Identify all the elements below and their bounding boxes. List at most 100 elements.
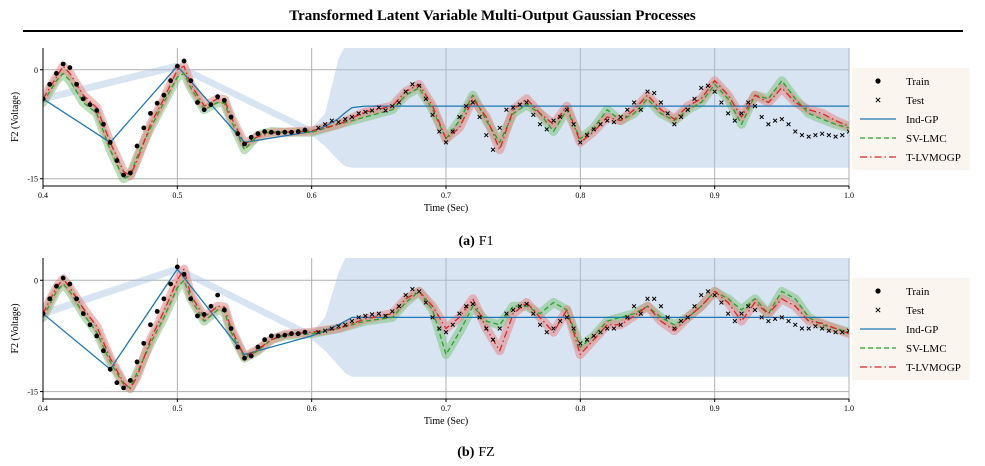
test-point	[732, 118, 738, 123]
test-point	[430, 112, 435, 118]
legend: Train Test Ind-GP SV-LMC T-LVMOGP	[852, 68, 970, 170]
test-point	[504, 311, 509, 316]
train-point	[215, 94, 221, 100]
test-point	[336, 324, 341, 329]
test-point	[322, 328, 328, 333]
train-point	[47, 296, 53, 302]
test-point	[806, 134, 811, 139]
test-point	[719, 100, 724, 105]
caption-text: F1	[479, 234, 494, 249]
test-point	[725, 111, 731, 116]
test-point	[685, 107, 691, 112]
test-point	[564, 107, 570, 112]
sv-lmc-mean-line	[43, 72, 849, 180]
train-point	[107, 140, 113, 145]
test-point	[658, 100, 664, 105]
train-point	[121, 385, 126, 391]
train-point	[148, 322, 153, 328]
train-point	[289, 129, 294, 135]
test-point	[416, 289, 422, 294]
test-point	[450, 129, 455, 134]
test-point	[423, 96, 429, 102]
caption-label: (a)	[458, 234, 475, 249]
test-point	[504, 107, 509, 112]
test-point	[349, 318, 355, 324]
test-point	[403, 89, 408, 94]
test-point	[369, 108, 375, 113]
train-point	[87, 102, 93, 108]
test-point	[376, 311, 382, 316]
test-point	[390, 103, 395, 109]
x-axis-label: Time (Sec)	[424, 416, 468, 427]
train-point	[168, 78, 174, 84]
test-point	[813, 132, 818, 138]
x-tick-label: 0.7	[441, 191, 451, 200]
test-point	[638, 311, 644, 316]
test-point	[745, 100, 751, 105]
legend: Train Test Ind-GP SV-LMC T-LVMOGP	[852, 278, 970, 380]
test-point	[531, 311, 536, 316]
test-point	[712, 292, 717, 298]
train-point	[127, 170, 133, 176]
title-rule	[23, 30, 963, 32]
chart-panel-fz: 0.4 0.5 0.6 0.7 0.8 0.9 1.0 -15 0 Time (Sec) F2 (V…	[10, 258, 970, 460]
test-point	[390, 309, 395, 314]
test-point	[752, 103, 758, 109]
test-point	[665, 315, 670, 320]
y-axis-label: F2 (Voltage)	[10, 92, 21, 142]
ind-gp-mean-line	[43, 268, 849, 370]
chart-panel-f1: 0.4 0.5 0.6 0.7 0.8 0.9 1.0 -15 0 Time (Sec) F2 (V…	[10, 48, 970, 249]
test-point	[537, 322, 543, 328]
x-tick-label: 0.9	[710, 404, 720, 413]
test-point	[396, 100, 402, 105]
test-point	[813, 324, 818, 329]
test-point	[349, 114, 355, 120]
test-point	[322, 122, 328, 127]
test-point	[752, 307, 758, 313]
train-point	[141, 125, 147, 131]
train-point	[262, 129, 268, 134]
test-point	[544, 329, 550, 335]
test-point	[625, 315, 630, 320]
test-point	[705, 83, 711, 89]
test-point	[611, 119, 617, 125]
test-point	[651, 296, 657, 302]
legend-label: Test	[906, 305, 924, 317]
legend-label: Train	[906, 76, 930, 88]
train-point	[107, 366, 113, 372]
test-point	[826, 328, 832, 333]
train-point	[242, 355, 247, 361]
test-point	[799, 132, 805, 138]
x-tick-label: 1.0	[844, 404, 854, 413]
test-point	[799, 326, 805, 331]
x-tick-label: 0.4	[38, 404, 48, 413]
train-point	[154, 100, 160, 106]
test-point	[356, 315, 361, 320]
x-tick-label: 0.8	[575, 404, 585, 413]
test-point	[531, 112, 536, 118]
train-point	[67, 281, 73, 287]
train-point	[54, 283, 59, 289]
test-point	[450, 322, 455, 328]
x-tick-label: 0.5	[172, 404, 182, 413]
test-point	[457, 114, 462, 120]
y-tick-label: 0	[34, 276, 38, 285]
test-point	[766, 122, 771, 127]
test-point	[732, 318, 738, 324]
train-point	[255, 344, 261, 350]
legend-label: Train	[906, 286, 930, 298]
test-point	[779, 116, 785, 122]
test-point	[833, 329, 838, 335]
test-point	[477, 315, 482, 320]
x-tick-label: 0.9	[710, 191, 720, 200]
train-point	[208, 303, 214, 309]
test-point	[463, 303, 469, 309]
train-point	[275, 130, 281, 136]
test-point	[342, 322, 348, 328]
train-point	[43, 96, 46, 102]
test-point	[484, 326, 489, 331]
test-point	[383, 108, 388, 113]
train-point	[228, 114, 234, 120]
test-point	[658, 303, 664, 309]
